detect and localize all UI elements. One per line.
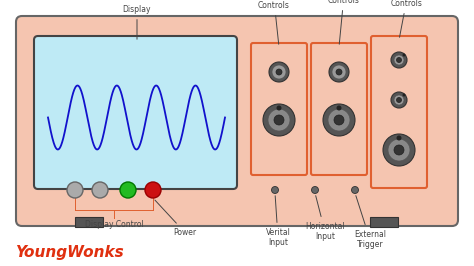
Circle shape: [67, 182, 83, 198]
Circle shape: [396, 98, 401, 102]
Circle shape: [388, 139, 410, 161]
Circle shape: [145, 182, 161, 198]
Circle shape: [92, 182, 108, 198]
Circle shape: [272, 65, 286, 79]
Circle shape: [334, 115, 344, 125]
Circle shape: [276, 69, 282, 75]
Bar: [75, 217, 103, 227]
Circle shape: [394, 95, 404, 105]
Circle shape: [402, 94, 405, 97]
Circle shape: [332, 65, 346, 79]
Circle shape: [383, 134, 415, 166]
Text: Horizontal
Input: Horizontal Input: [305, 196, 345, 242]
Text: Power: Power: [155, 200, 197, 237]
FancyBboxPatch shape: [311, 43, 367, 175]
Text: Trigger
Controls: Trigger Controls: [391, 0, 423, 37]
Text: Horizontal
Controls: Horizontal Controls: [324, 0, 364, 44]
Circle shape: [352, 186, 358, 193]
Circle shape: [329, 62, 349, 82]
Circle shape: [394, 145, 404, 155]
Circle shape: [391, 92, 407, 108]
Circle shape: [323, 104, 355, 136]
Text: Display Control: Display Control: [85, 220, 143, 229]
FancyBboxPatch shape: [251, 43, 307, 175]
Bar: [370, 217, 398, 227]
Circle shape: [268, 109, 290, 131]
Circle shape: [276, 106, 282, 110]
Circle shape: [272, 186, 279, 193]
Circle shape: [274, 115, 284, 125]
Circle shape: [337, 106, 341, 110]
FancyBboxPatch shape: [34, 36, 237, 189]
FancyBboxPatch shape: [16, 16, 458, 226]
Text: Display: Display: [123, 5, 151, 39]
Text: External
Trigger: External Trigger: [354, 196, 386, 250]
Circle shape: [269, 62, 289, 82]
Circle shape: [120, 182, 136, 198]
Text: Verital
Controls: Verital Controls: [258, 0, 290, 44]
Circle shape: [396, 57, 401, 63]
Circle shape: [311, 186, 319, 193]
Circle shape: [336, 69, 342, 75]
Circle shape: [263, 104, 295, 136]
Circle shape: [402, 53, 405, 56]
Text: YoungWonks: YoungWonks: [15, 245, 124, 260]
Circle shape: [328, 109, 350, 131]
FancyBboxPatch shape: [371, 36, 427, 188]
Circle shape: [394, 55, 404, 65]
Circle shape: [391, 52, 407, 68]
Text: Verital
Input: Verital Input: [265, 196, 291, 247]
Circle shape: [396, 135, 401, 140]
